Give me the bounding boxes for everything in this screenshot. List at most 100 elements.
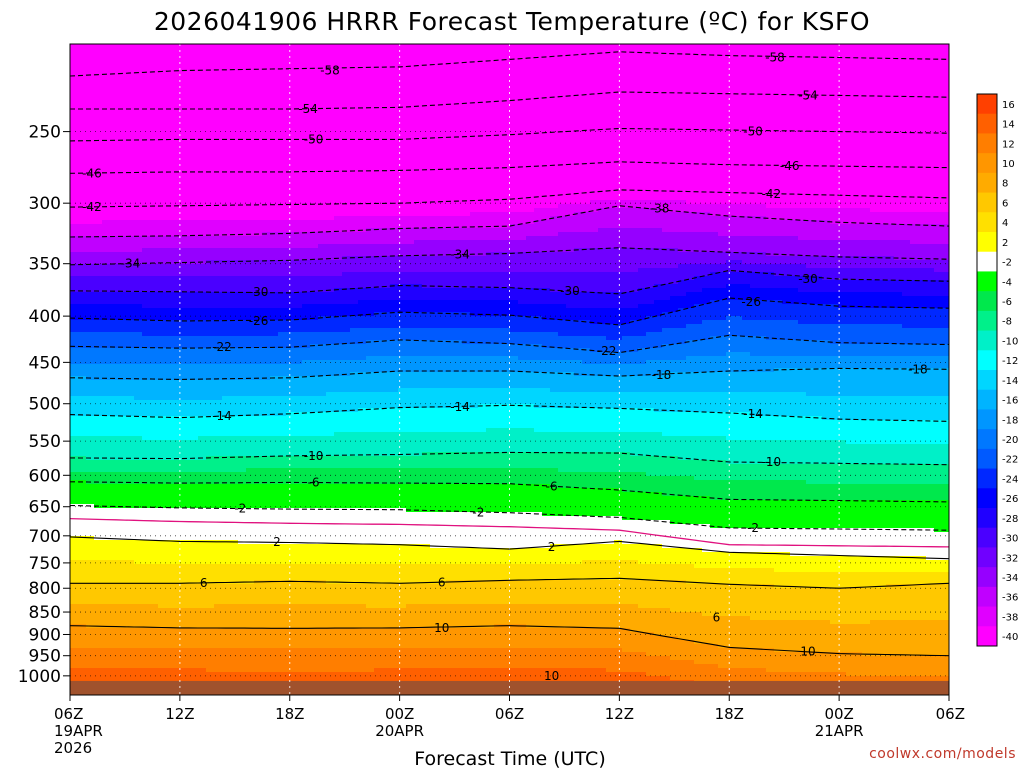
- y-tick-label: 1000: [18, 667, 61, 687]
- colorbar-swatch: [977, 330, 997, 351]
- colorbar-label: -14: [1002, 376, 1018, 387]
- isotherm-label: -26: [741, 295, 761, 309]
- isotherm-label: -30: [798, 272, 818, 286]
- svg-text:2: 2: [273, 535, 281, 549]
- isotherm-label: 2: [273, 535, 281, 549]
- x-tick-label: 12Z: [165, 705, 194, 723]
- svg-text:-42: -42: [82, 200, 102, 214]
- colorbar-label: -4: [1002, 277, 1012, 288]
- y-tick-label: 300: [29, 194, 61, 214]
- y-tick-label: 900: [29, 625, 61, 645]
- isotherm-label: -6: [546, 479, 558, 493]
- isotherm--58: [70, 51, 949, 77]
- svg-text:-30: -30: [560, 284, 580, 298]
- y-tick-label: 800: [29, 579, 61, 599]
- colorbar-swatch: [977, 468, 997, 489]
- x-tick-date: 19APR: [54, 722, 103, 740]
- colorbar-swatch: [977, 94, 997, 115]
- x-tick-year: 2026: [54, 739, 92, 757]
- isotherm--30: [70, 269, 949, 295]
- colorbar-swatch: [977, 212, 997, 233]
- colorbar-label: 12: [1002, 139, 1015, 150]
- colorbar-label: -30: [1002, 534, 1018, 545]
- y-tick-label: 250: [29, 123, 61, 143]
- y-tick-label: 850: [29, 603, 61, 623]
- isotherm--2: [70, 504, 949, 531]
- isotherm--54: [70, 91, 949, 110]
- colorbar-label: 14: [1002, 120, 1015, 131]
- x-tick-date: 20APR: [375, 722, 424, 740]
- colorbar-swatch: [977, 153, 997, 174]
- colorbar-swatch: [977, 172, 997, 194]
- x-tick-label: 00Z: [385, 705, 414, 723]
- isotherm-labels: -58 -58 -54 -54 -50 -50 -46 -46 -42 -42 -38 -34 -34 -…: [82, 51, 928, 683]
- colorbar-label: 6: [1002, 198, 1008, 209]
- colorbar-swatch: [977, 291, 997, 312]
- isotherm-label: 10: [544, 669, 559, 683]
- x-tick-label: 18Z: [715, 705, 744, 723]
- isotherm-label: -14: [743, 407, 763, 421]
- svg-text:-58: -58: [320, 64, 340, 78]
- y-tick-label: 450: [29, 353, 61, 373]
- colorbar-swatch: [977, 626, 997, 647]
- colorbar-swatch: [977, 567, 997, 588]
- svg-text:-2: -2: [472, 506, 484, 520]
- colorbar-label: -16: [1002, 396, 1018, 407]
- svg-text:-14: -14: [212, 409, 232, 423]
- isotherm-label: -14: [450, 400, 470, 414]
- chart-title: 2026041906 HRRR Forecast Temperature (ºC…: [154, 7, 870, 36]
- colorbar-label: -6: [1002, 297, 1012, 308]
- colorbar-label: 4: [1002, 218, 1008, 229]
- isotherm-label: -10: [304, 449, 324, 463]
- isotherm-label: -54: [298, 102, 318, 116]
- svg-text:-46: -46: [82, 166, 102, 180]
- plot-area: -58 -58 -54 -54 -50 -50 -46 -46 -42 -42 -38 -34 -34 -…: [70, 44, 949, 695]
- isotherm--50: [70, 127, 949, 142]
- svg-text:-50: -50: [743, 125, 763, 139]
- isotherm-label: -22: [597, 344, 617, 358]
- svg-text:-58: -58: [765, 51, 785, 65]
- colorbar-frame: [976, 93, 998, 647]
- isotherm-label: -46: [780, 159, 800, 173]
- isotherm-label: 2: [548, 540, 556, 554]
- x-tick-label: 06Z: [54, 705, 83, 723]
- svg-text:6: 6: [713, 611, 721, 625]
- isotherm-label: -54: [798, 88, 818, 102]
- y-tick-label: 700: [29, 527, 61, 547]
- svg-text:-18: -18: [652, 368, 672, 382]
- isotherm-label: -50: [304, 132, 324, 146]
- isotherm-label: -42: [762, 187, 782, 201]
- isotherm--26: [70, 297, 949, 326]
- svg-text:-54: -54: [298, 102, 318, 116]
- y-tick-label: 350: [29, 255, 61, 275]
- isotherm-label: -26: [249, 314, 269, 328]
- x-tick-label: 06Z: [936, 705, 965, 723]
- colorbar-label: 10: [1002, 159, 1015, 170]
- credit-text[interactable]: coolwx.com/models: [869, 746, 1016, 762]
- colorbar-swatch: [977, 310, 997, 332]
- svg-text:-2: -2: [234, 502, 246, 516]
- colorbar-label: -40: [1002, 632, 1018, 643]
- colorbar-label: -2: [1002, 258, 1012, 269]
- colorbar-label: -36: [1002, 593, 1018, 604]
- colorbar-swatch: [977, 350, 997, 371]
- svg-text:-14: -14: [743, 407, 763, 421]
- isotherm-2: [70, 536, 949, 560]
- isotherm-label: -30: [249, 285, 269, 299]
- svg-text:-10: -10: [304, 449, 324, 463]
- isotherm-label: 6: [200, 576, 208, 590]
- colorbar-swatch: [977, 113, 997, 134]
- svg-text:-46: -46: [780, 159, 800, 173]
- svg-text:-50: -50: [304, 132, 324, 146]
- y-tick-label: 650: [29, 498, 61, 518]
- svg-text:-10: -10: [762, 455, 782, 469]
- colorbar-label: -20: [1002, 435, 1018, 446]
- colorbar-label: -18: [1002, 415, 1018, 426]
- colorbar-swatch: [977, 409, 997, 430]
- svg-text:-38: -38: [650, 201, 670, 215]
- isotherm-label: -6: [308, 475, 320, 489]
- isotherm-label: -34: [121, 257, 141, 271]
- isotherm-label: -2: [472, 506, 484, 520]
- x-tick-date: 21APR: [815, 722, 864, 740]
